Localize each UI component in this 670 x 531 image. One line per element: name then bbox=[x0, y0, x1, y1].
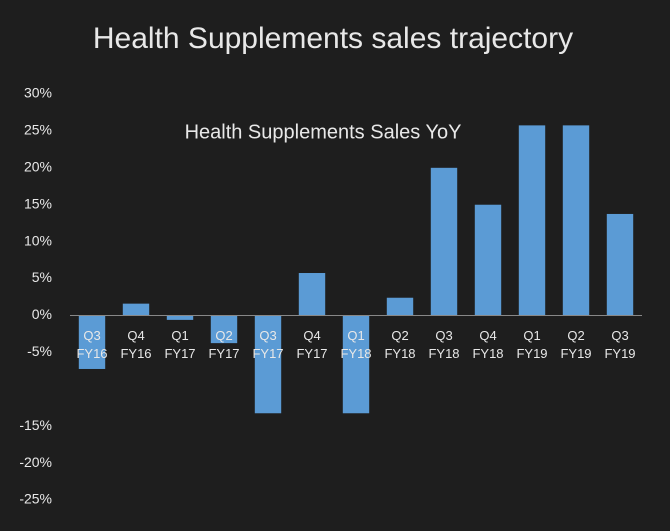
x-tick-label: FY17 bbox=[164, 346, 195, 361]
x-tick-label: FY19 bbox=[560, 346, 591, 361]
y-tick-label: 25% bbox=[24, 122, 52, 138]
x-tick-label: Q2 bbox=[567, 328, 584, 343]
y-tick-label: 30% bbox=[24, 85, 52, 101]
bar bbox=[210, 315, 238, 344]
y-tick-label: -5% bbox=[27, 343, 52, 359]
y-tick-label: -20% bbox=[19, 454, 52, 470]
x-tick-label: FY19 bbox=[604, 346, 635, 361]
y-tick-label: 5% bbox=[32, 269, 52, 285]
bar bbox=[518, 125, 546, 316]
y-tick-label: 15% bbox=[24, 195, 52, 211]
x-tick-label: Q1 bbox=[523, 328, 540, 343]
bar bbox=[606, 213, 634, 316]
x-tick-label: Q3 bbox=[611, 328, 628, 343]
x-tick-label: FY18 bbox=[340, 346, 371, 361]
x-tick-label: Q3 bbox=[259, 328, 276, 343]
bar bbox=[562, 125, 590, 316]
x-tick-label: FY18 bbox=[428, 346, 459, 361]
x-tick-label: Q1 bbox=[171, 328, 188, 343]
bar bbox=[254, 315, 282, 414]
bar bbox=[166, 315, 194, 320]
x-tick-label: FY17 bbox=[296, 346, 327, 361]
y-tick-label: 20% bbox=[24, 159, 52, 175]
x-tick-label: FY17 bbox=[252, 346, 283, 361]
x-tick-label: FY19 bbox=[516, 346, 547, 361]
y-tick-label: -15% bbox=[19, 417, 52, 433]
x-tick-label: FY16 bbox=[120, 346, 151, 361]
x-tick-label: Q1 bbox=[347, 328, 364, 343]
y-tick-label: 0% bbox=[32, 306, 52, 322]
bar bbox=[298, 273, 326, 316]
x-tick-label: Q3 bbox=[435, 328, 452, 343]
bar bbox=[342, 315, 370, 414]
bar bbox=[430, 167, 458, 316]
x-tick-label: FY18 bbox=[384, 346, 415, 361]
bar bbox=[386, 297, 414, 316]
bar bbox=[474, 204, 502, 316]
bar bbox=[78, 315, 106, 369]
x-tick-label: Q4 bbox=[479, 328, 496, 343]
chart-subtitle: Health Supplements Sales YoY bbox=[185, 121, 462, 143]
y-tick-label: 10% bbox=[24, 232, 52, 248]
x-tick-label: FY17 bbox=[208, 346, 239, 361]
x-tick-label: Q4 bbox=[303, 328, 320, 343]
x-tick-label: FY16 bbox=[76, 346, 107, 361]
x-tick-label: Q4 bbox=[127, 328, 144, 343]
x-tick-label: Q3 bbox=[83, 328, 100, 343]
x-tick-label: Q2 bbox=[391, 328, 408, 343]
chart-title: Health Supplements sales trajectory bbox=[93, 22, 573, 55]
x-tick-label: FY18 bbox=[472, 346, 503, 361]
y-tick-label: -25% bbox=[19, 491, 52, 507]
x-tick-label: Q2 bbox=[215, 328, 232, 343]
bar bbox=[122, 303, 150, 316]
